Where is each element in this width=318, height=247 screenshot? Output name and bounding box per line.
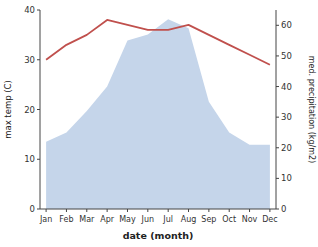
y2-tick <box>276 25 279 26</box>
x-tick-label: Mar <box>79 215 95 224</box>
y2-tick <box>276 55 279 56</box>
x-tick <box>249 209 250 212</box>
y-tick <box>37 159 40 160</box>
x-tick <box>208 209 209 212</box>
x-tick-label: Aug <box>181 215 197 224</box>
precipitation-area <box>46 19 270 209</box>
x-tick-label: May <box>119 215 136 224</box>
x-tick-label: Apr <box>100 215 115 224</box>
y-tick <box>37 109 40 110</box>
temperature-line <box>46 20 270 65</box>
y2-tick-label: 60 <box>281 20 292 30</box>
plot-area <box>46 19 270 209</box>
y2-tick <box>276 86 279 87</box>
x-axis-label: date (month) <box>123 230 194 241</box>
x-tick-label: Oct <box>222 215 236 224</box>
x-tick <box>107 209 108 212</box>
x-tick-label: Jul <box>162 215 173 224</box>
y-tick-label: 40 <box>24 5 35 15</box>
x-tick <box>46 209 47 212</box>
x-tick <box>269 209 270 212</box>
y-tick <box>37 59 40 60</box>
x-tick <box>66 209 67 212</box>
x-tick-label: Dec <box>262 215 277 224</box>
x-tick-label: Feb <box>59 215 73 224</box>
x-tick <box>188 209 189 212</box>
y2-tick-label: 0 <box>281 204 286 214</box>
chart: Jan Feb Mar Apr May Jun Jul Aug Sep Oct Nov Dec 0 10 2… <box>0 0 318 247</box>
x-tick <box>168 209 169 212</box>
x-tick-label: Jun <box>141 215 155 224</box>
x-tick-label: Jan <box>39 215 52 224</box>
y2-tick-label: 50 <box>281 51 292 61</box>
y2-axis-line <box>276 10 277 209</box>
x-tick <box>229 209 230 212</box>
y-tick <box>37 209 40 210</box>
x-tick <box>86 209 87 212</box>
y-axis-label: max temp (C) <box>3 80 13 139</box>
y-tick-label: 10 <box>24 154 35 164</box>
y2-tick <box>276 117 279 118</box>
x-tick <box>127 209 128 212</box>
x-tick-label: Sep <box>201 215 216 224</box>
y-tick-label: 0 <box>30 204 35 214</box>
y2-tick-label: 40 <box>281 82 292 92</box>
y-tick-label: 20 <box>24 105 35 115</box>
y2-axis-label: med. precipitation (kg/m2) <box>307 56 316 163</box>
y-tick <box>37 10 40 11</box>
x-tick <box>147 209 148 212</box>
x-axis-line <box>40 209 276 210</box>
y2-tick-label: 20 <box>281 143 292 153</box>
y2-tick <box>276 178 279 179</box>
y2-tick <box>276 147 279 148</box>
y2-tick <box>276 209 279 210</box>
y-tick-label: 30 <box>24 55 35 65</box>
y2-tick-label: 10 <box>281 173 292 183</box>
x-tick-label: Nov <box>242 215 258 224</box>
y2-tick-label: 30 <box>281 112 292 122</box>
